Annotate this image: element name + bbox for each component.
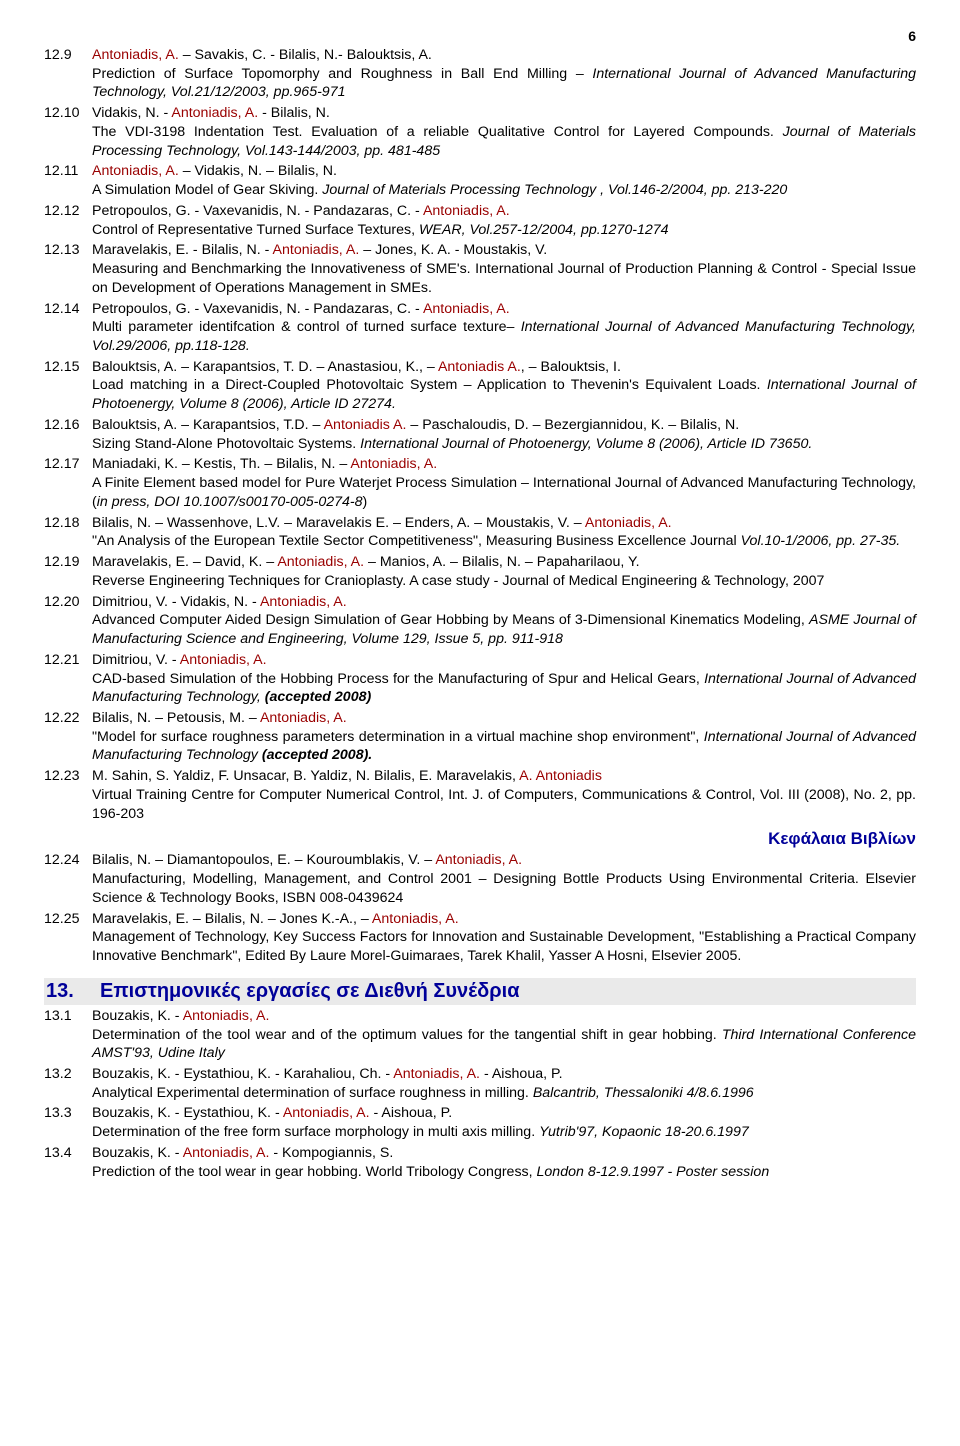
page-number: 6 xyxy=(44,28,916,44)
reference-list-12b: 12.24Bilalis, N. – Diamantopoulos, E. – … xyxy=(44,851,916,965)
reference-body: Maravelakis, E. – Bilalis, N. – Jones K.… xyxy=(88,910,916,966)
reference-body: Maravelakis, E. – David, K. – Antoniadis… xyxy=(88,553,916,590)
reference-number: 12.23 xyxy=(44,767,88,786)
section-13-header: 13. Επιστημονικές εργασίες σε Διεθνή Συν… xyxy=(44,978,916,1005)
reference-entry: 12.14Petropoulos, G. - Vaxevanidis, N. -… xyxy=(44,300,916,356)
reference-body: Maravelakis, E. - Bilalis, N. - Antoniad… xyxy=(88,241,916,297)
reference-body: Bilalis, N. – Wassenhove, L.V. – Maravel… xyxy=(88,514,916,551)
book-chapters-label: Κεφάλαια Βιβλίων xyxy=(44,829,916,849)
reference-body: Bouzakis, K. - Antoniadis, A. - Kompogia… xyxy=(88,1144,916,1181)
reference-body: Antoniadis, A. – Savakis, C. - Bilalis, … xyxy=(88,46,916,102)
reference-list-13: 13.1Bouzakis, K. - Antoniadis, A.Determi… xyxy=(44,1007,916,1182)
reference-body: Petropoulos, G. - Vaxevanidis, N. - Pand… xyxy=(88,300,916,356)
reference-body: Bilalis, N. – Diamantopoulos, E. – Kouro… xyxy=(88,851,916,907)
reference-entry: 12.24Bilalis, N. – Diamantopoulos, E. – … xyxy=(44,851,916,907)
reference-number: 12.14 xyxy=(44,300,88,319)
reference-number: 12.9 xyxy=(44,46,88,65)
reference-number: 13.4 xyxy=(44,1144,88,1163)
reference-list-12: 12.9Antoniadis, A. – Savakis, C. - Bilal… xyxy=(44,46,916,823)
reference-number: 13.2 xyxy=(44,1065,88,1084)
reference-number: 12.18 xyxy=(44,514,88,533)
reference-entry: 12.23M. Sahin, S. Yaldiz, F. Unsacar, B.… xyxy=(44,767,916,823)
section-13-title: Επιστημονικές εργασίες σε Διεθνή Συνέδρι… xyxy=(90,980,912,1003)
reference-number: 12.16 xyxy=(44,416,88,435)
reference-body: Dimitriou, V. - Vidakis, N. - Antoniadis… xyxy=(88,593,916,649)
reference-body: Balouktsis, A. – Karapantsios, T.D. – An… xyxy=(88,416,916,453)
reference-entry: 13.3Bouzakis, K. - Eystathiou, K. - Anto… xyxy=(44,1104,916,1141)
reference-number: 13.3 xyxy=(44,1104,88,1123)
reference-entry: 12.12Petropoulos, G. - Vaxevanidis, N. -… xyxy=(44,202,916,239)
reference-body: Vidakis, N. - Antoniadis, A. - Bilalis, … xyxy=(88,104,916,160)
reference-body: Bouzakis, K. - Eystathiou, K. - Antoniad… xyxy=(88,1104,916,1141)
reference-entry: 12.11Antoniadis, A. – Vidakis, N. – Bila… xyxy=(44,162,916,199)
reference-entry: 12.20Dimitriou, V. - Vidakis, N. - Anton… xyxy=(44,593,916,649)
reference-number: 12.25 xyxy=(44,910,88,929)
reference-number: 12.15 xyxy=(44,358,88,377)
reference-entry: 12.18Bilalis, N. – Wassenhove, L.V. – Ma… xyxy=(44,514,916,551)
reference-entry: 13.2Bouzakis, K. - Eystathiou, K. - Kara… xyxy=(44,1065,916,1102)
reference-number: 13.1 xyxy=(44,1007,88,1026)
reference-number: 12.13 xyxy=(44,241,88,260)
reference-body: Bilalis, N. – Petousis, M. – Antoniadis,… xyxy=(88,709,916,765)
section-13-number: 13. xyxy=(44,980,90,1003)
reference-body: M. Sahin, S. Yaldiz, F. Unsacar, B. Yald… xyxy=(88,767,916,823)
reference-entry: 12.16Balouktsis, A. – Karapantsios, T.D.… xyxy=(44,416,916,453)
reference-entry: 12.22Bilalis, N. – Petousis, M. – Antoni… xyxy=(44,709,916,765)
reference-entry: 12.9Antoniadis, A. – Savakis, C. - Bilal… xyxy=(44,46,916,102)
reference-number: 12.11 xyxy=(44,162,88,181)
reference-number: 12.21 xyxy=(44,651,88,670)
reference-entry: 13.4Bouzakis, K. - Antoniadis, A. - Komp… xyxy=(44,1144,916,1181)
reference-entry: 12.17Maniadaki, K. – Kestis, Th. – Bilal… xyxy=(44,455,916,511)
reference-entry: 12.15Balouktsis, A. – Karapantsios, T. D… xyxy=(44,358,916,414)
reference-number: 12.20 xyxy=(44,593,88,612)
reference-number: 12.17 xyxy=(44,455,88,474)
reference-number: 12.19 xyxy=(44,553,88,572)
reference-body: Maniadaki, K. – Kestis, Th. – Bilalis, N… xyxy=(88,455,916,511)
reference-body: Bouzakis, K. - Eystathiou, K. - Karahali… xyxy=(88,1065,916,1102)
reference-entry: 12.21Dimitriou, V. - Antoniadis, A.CAD-b… xyxy=(44,651,916,707)
reference-number: 12.24 xyxy=(44,851,88,870)
reference-body: Balouktsis, A. – Karapantsios, T. D. – A… xyxy=(88,358,916,414)
reference-number: 12.22 xyxy=(44,709,88,728)
reference-body: Antoniadis, A. – Vidakis, N. – Bilalis, … xyxy=(88,162,916,199)
reference-body: Bouzakis, K. - Antoniadis, A.Determinati… xyxy=(88,1007,916,1063)
reference-body: Dimitriou, V. - Antoniadis, A.CAD-based … xyxy=(88,651,916,707)
reference-entry: 13.1Bouzakis, K. - Antoniadis, A.Determi… xyxy=(44,1007,916,1063)
reference-entry: 12.13Maravelakis, E. - Bilalis, N. - Ant… xyxy=(44,241,916,297)
reference-number: 12.10 xyxy=(44,104,88,123)
page-root: 6 12.9Antoniadis, A. – Savakis, C. - Bil… xyxy=(0,0,960,1219)
reference-entry: 12.19Maravelakis, E. – David, K. – Anton… xyxy=(44,553,916,590)
reference-body: Petropoulos, G. - Vaxevanidis, N. - Pand… xyxy=(88,202,916,239)
reference-entry: 12.25Maravelakis, E. – Bilalis, N. – Jon… xyxy=(44,910,916,966)
reference-number: 12.12 xyxy=(44,202,88,221)
reference-entry: 12.10Vidakis, N. - Antoniadis, A. - Bila… xyxy=(44,104,916,160)
